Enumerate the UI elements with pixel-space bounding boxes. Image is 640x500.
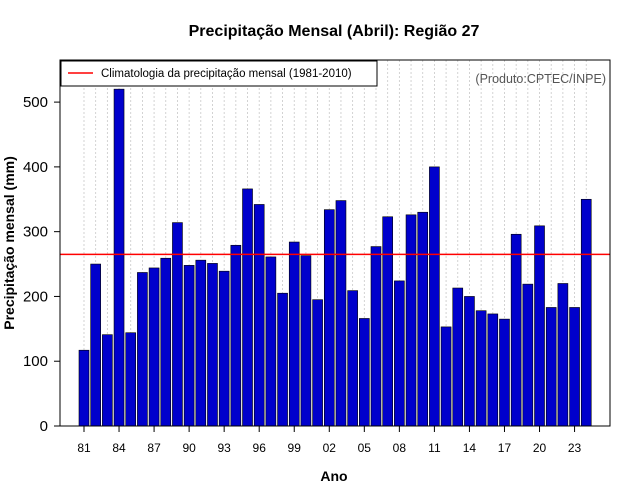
- y-tick-label: 0: [40, 418, 48, 435]
- bar-2004: [347, 290, 358, 427]
- x-tick-label: 08: [393, 441, 407, 455]
- legend: Climatologia da precipitação mensal (198…: [60, 60, 378, 87]
- bar-2016: [487, 313, 499, 427]
- y-tick-label: 200: [23, 288, 48, 305]
- bar-1983: [102, 334, 113, 427]
- bar-1981: [78, 349, 90, 427]
- bar-2002: [323, 209, 335, 427]
- bar-2024: [580, 198, 592, 427]
- y-axis-title: Precipitação mensal (mm): [1, 156, 17, 330]
- bar-1997: [265, 256, 277, 427]
- x-tick-label: 11: [428, 441, 441, 455]
- x-tick-label: 20: [533, 441, 547, 455]
- legend-box: [60, 60, 378, 87]
- bar-2007: [382, 216, 393, 427]
- bar-2021: [545, 307, 557, 427]
- bar-2013: [452, 287, 464, 427]
- bar-2019: [522, 283, 534, 427]
- y-tick-label: 500: [23, 94, 48, 111]
- x-axis-title: Ano: [320, 468, 347, 484]
- x-tick-label: 23: [568, 441, 582, 455]
- bar-2023: [569, 307, 580, 427]
- y-tick-label: 400: [23, 159, 48, 176]
- x-tick-label: 90: [182, 441, 196, 455]
- bar-1994: [230, 244, 242, 427]
- x-tick-label: 02: [323, 441, 337, 455]
- x-tick-label: 05: [358, 441, 372, 455]
- bar-2012: [440, 326, 452, 427]
- bar-2017: [499, 318, 510, 427]
- bar-1987: [148, 267, 160, 427]
- bar-2010: [417, 211, 429, 427]
- bar-2001: [312, 299, 323, 427]
- credit-text: (Produto:CPTEC/INPE): [475, 72, 606, 86]
- x-tick-label: 87: [147, 441, 161, 455]
- bar-1995: [242, 188, 253, 427]
- x-tick-label: 84: [112, 441, 126, 455]
- bar-1998: [277, 292, 288, 427]
- x-tick-label: 99: [288, 441, 302, 455]
- x-tick-label: 96: [253, 441, 267, 455]
- bar-2022: [557, 283, 569, 427]
- y-axis: 0 100 200 300 400 500: [23, 60, 61, 435]
- bar-2011: [429, 166, 440, 427]
- x-tick-label: 17: [498, 441, 512, 455]
- bar-1988: [160, 257, 172, 427]
- y-tick-label: 300: [23, 224, 48, 241]
- x-tick-label: 93: [217, 441, 231, 455]
- bar-1984: [113, 88, 125, 427]
- bar-2000: [300, 255, 312, 427]
- x-axis: 81 84 87 90 93 96 99 02 05 08 11 14 17 20 23: [60, 425, 610, 455]
- bar-2015: [475, 310, 487, 427]
- bar-1991: [195, 259, 207, 427]
- chart-title: Precipitação Mensal (Abril): Região 27: [189, 23, 480, 40]
- y-tick-label: 100: [23, 353, 48, 370]
- bar-2009: [405, 214, 417, 427]
- bar-1989: [172, 222, 183, 427]
- bar-2020: [534, 225, 545, 427]
- bar-1992: [207, 263, 218, 427]
- legend-label: Climatologia da precipitação mensal (198…: [101, 68, 352, 80]
- bar-2008: [394, 280, 405, 427]
- bar-1996: [253, 204, 265, 427]
- bar-2006: [370, 246, 382, 427]
- x-tick-label: 81: [77, 441, 91, 455]
- bar-1985: [125, 332, 137, 427]
- bar-2014: [464, 296, 475, 427]
- bars: [78, 88, 592, 427]
- bar-1990: [183, 265, 195, 427]
- x-tick-label: 14: [463, 441, 477, 455]
- bar-2003: [335, 200, 347, 427]
- bar-2005: [359, 318, 370, 427]
- bar-1986: [137, 272, 148, 427]
- bar-1982: [90, 263, 101, 427]
- bar-1993: [218, 270, 230, 427]
- bar-1999: [288, 241, 300, 427]
- bar-2018: [510, 233, 522, 427]
